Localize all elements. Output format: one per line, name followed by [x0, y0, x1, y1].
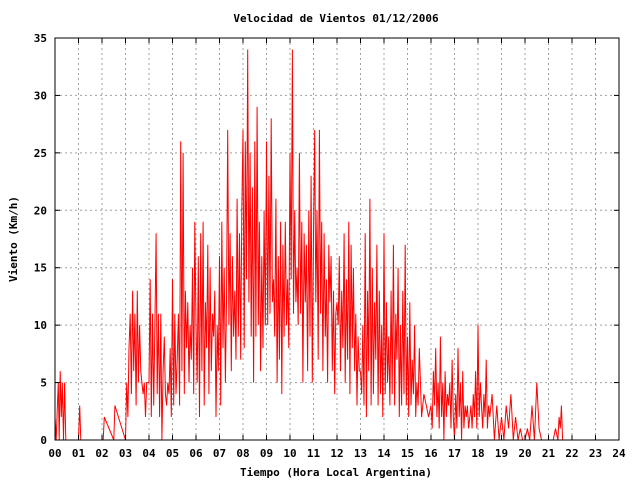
x-tick-label: 12: [330, 447, 343, 460]
x-axis-label: Tiempo (Hora Local Argentina): [240, 466, 432, 479]
y-tick-label: 35: [34, 32, 47, 45]
y-tick-label: 30: [34, 89, 47, 102]
x-tick-label: 13: [354, 447, 367, 460]
x-tick-label: 19: [495, 447, 508, 460]
y-tick-label: 0: [40, 434, 47, 447]
x-tick-label: 24: [612, 447, 626, 460]
y-tick-label: 5: [40, 377, 47, 390]
x-tick-label: 10: [283, 447, 296, 460]
x-tick-label: 11: [307, 447, 321, 460]
y-axis-label: Viento (Km/h): [7, 196, 20, 282]
x-tick-label: 01: [72, 447, 86, 460]
x-tick-label: 23: [589, 447, 602, 460]
y-tick-label: 10: [34, 319, 47, 332]
x-tick-label: 00: [48, 447, 61, 460]
x-tick-label: 07: [213, 447, 226, 460]
x-tick-label: 18: [471, 447, 484, 460]
x-tick-label: 04: [142, 447, 156, 460]
wind-series: [54, 49, 619, 441]
chart-title: Velocidad de Vientos 01/12/2006: [233, 12, 439, 25]
y-tick-label: 15: [34, 262, 47, 275]
x-tick-label: 16: [424, 447, 438, 460]
x-tick-label: 22: [565, 447, 578, 460]
x-tick-label: 03: [119, 447, 132, 460]
x-tick-label: 05: [166, 447, 179, 460]
x-tick-label: 15: [401, 447, 414, 460]
plot-frame: [54, 37, 620, 441]
x-tick-label: 17: [448, 447, 461, 460]
x-tick-label: 20: [518, 447, 531, 460]
x-tick-label: 09: [260, 447, 273, 460]
x-tick-label: 06: [189, 447, 203, 460]
x-tick-label: 08: [236, 447, 249, 460]
x-tick-label: 21: [542, 447, 556, 460]
x-tick-label: 02: [95, 447, 108, 460]
y-tick-label: 25: [34, 147, 47, 160]
axes: [54, 37, 620, 441]
wind-series-line: [54, 49, 619, 441]
y-tick-label: 20: [34, 204, 47, 217]
x-tick-label: 14: [377, 447, 391, 460]
tick-labels: 00 01 02 03 04 05 06 07 08 09 10 11 12 13 14 15 16 17 18 19…: [34, 32, 626, 460]
